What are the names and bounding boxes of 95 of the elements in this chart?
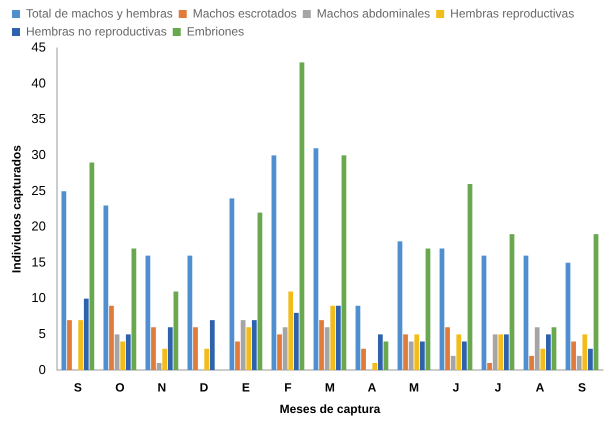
bar	[120, 342, 126, 370]
legend-label: Machos escrotados	[192, 6, 297, 20]
bar	[510, 234, 514, 370]
bar	[372, 363, 378, 370]
y-tick-label: 30	[31, 146, 46, 162]
x-tick-label: A	[536, 380, 545, 395]
bar	[89, 162, 94, 370]
bar	[252, 320, 257, 370]
bar	[468, 184, 472, 370]
x-tick-label: J	[452, 380, 460, 395]
bar	[552, 327, 556, 370]
x-tick-label: O	[115, 380, 125, 395]
bar	[132, 248, 136, 370]
bar	[440, 248, 444, 370]
x-tick-label: F	[284, 380, 292, 395]
x-tick-label: E	[242, 380, 250, 395]
bar	[109, 306, 114, 370]
bar	[188, 256, 192, 370]
bar	[546, 334, 551, 370]
legend-label: Embriones	[186, 24, 244, 38]
bar	[84, 298, 89, 370]
bar	[426, 248, 430, 370]
bar	[384, 342, 388, 370]
bar	[126, 334, 131, 370]
bar	[342, 155, 346, 370]
bar	[288, 291, 294, 370]
bar	[146, 256, 150, 370]
bar	[258, 212, 262, 370]
bar	[487, 363, 492, 370]
x-tick-label: N	[158, 380, 166, 395]
bar	[300, 62, 304, 370]
bar	[103, 206, 108, 370]
bar	[78, 320, 84, 370]
bar	[246, 327, 252, 370]
bar	[420, 342, 425, 370]
bar	[272, 155, 276, 370]
bar	[67, 320, 72, 370]
x-tick-label: S	[578, 380, 586, 395]
y-tick-label: 15	[31, 254, 46, 270]
bar	[588, 348, 593, 370]
bar	[529, 356, 534, 370]
bar	[356, 306, 360, 370]
legend-label: Hembras no reproductivas	[26, 24, 167, 38]
bar	[294, 312, 299, 370]
legend-label: Machos abdominales	[316, 6, 430, 20]
y-axis-title: Individuos capturados	[10, 144, 24, 274]
x-tick-label: D	[200, 380, 209, 395]
bar	[314, 148, 318, 370]
bar	[336, 306, 341, 370]
bar	[582, 334, 588, 370]
bar	[168, 327, 173, 370]
bar	[151, 327, 156, 370]
bar	[204, 348, 210, 370]
bar	[524, 256, 528, 370]
bar	[174, 291, 178, 370]
bar	[193, 327, 198, 370]
bar	[414, 334, 420, 370]
y-tick-label: 40	[31, 75, 46, 90]
legend-label: Hembras reproductivas	[450, 6, 574, 20]
bar	[540, 348, 546, 370]
bar	[398, 241, 402, 370]
y-tick-label: 5	[38, 326, 46, 341]
bar	[445, 327, 450, 370]
x-tick-label: J	[494, 380, 502, 395]
bar	[277, 334, 282, 370]
bar	[456, 334, 462, 370]
x-axis-title: Meses de captura	[280, 402, 381, 416]
bar	[504, 334, 509, 370]
bar	[330, 306, 336, 370]
bar	[403, 334, 408, 370]
bar	[498, 334, 504, 370]
y-tick-label: 25	[31, 182, 46, 198]
legend-label: Total de machos y hembras	[26, 6, 173, 20]
bar	[566, 262, 570, 370]
x-tick-label: A	[368, 380, 377, 395]
bar	[319, 320, 324, 370]
x-tick-label: M	[408, 380, 419, 395]
bar	[235, 342, 240, 370]
bar	[361, 348, 366, 370]
bar	[162, 348, 168, 370]
bar	[230, 198, 234, 370]
bar	[571, 342, 576, 370]
bar	[210, 320, 215, 370]
y-tick-label: 35	[31, 111, 46, 126]
x-tick-label: M	[324, 380, 335, 395]
bar	[61, 191, 66, 370]
bar	[462, 342, 467, 370]
x-tick-label: S	[74, 380, 82, 395]
bar	[378, 334, 383, 370]
y-tick-label: 0	[38, 362, 46, 377]
bar	[482, 256, 486, 370]
y-tick-label: 20	[31, 218, 46, 234]
y-tick-label: 45	[31, 40, 46, 55]
y-tick-label: 10	[31, 290, 46, 306]
bar	[594, 234, 598, 370]
